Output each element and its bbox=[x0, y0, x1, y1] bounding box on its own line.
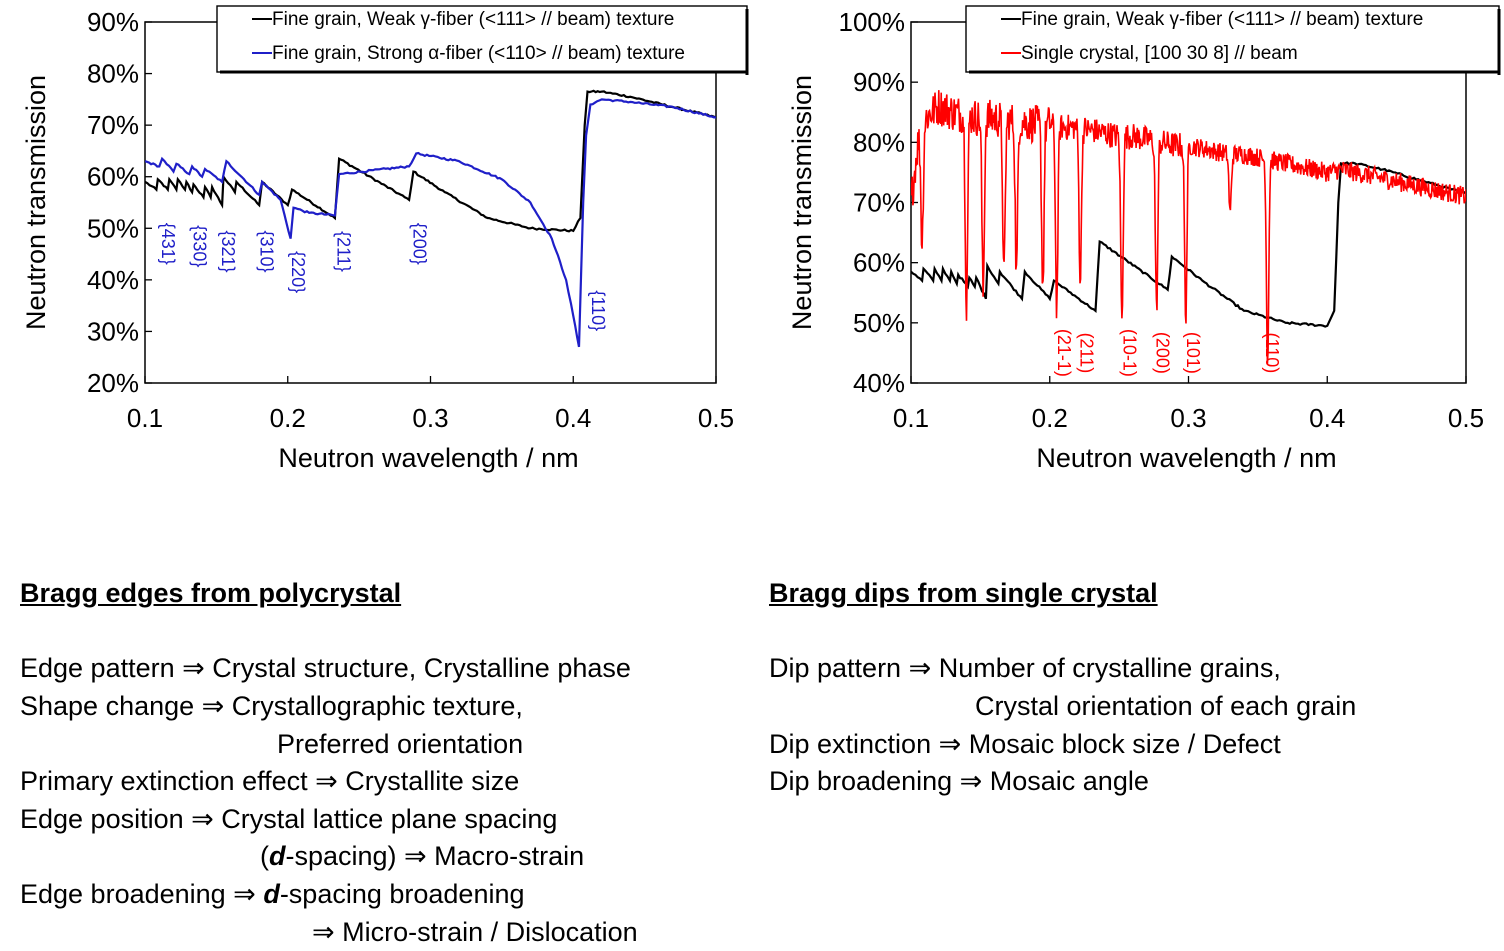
legend-box bbox=[965, 5, 1500, 73]
chart-left-bragg-edges: 20% 30% 40% 50% 60% 70% 80% 90% 0.1 0.2 0.3 0.4 0.5 N… bbox=[21, 5, 749, 473]
series-line-2 bbox=[145, 98, 716, 348]
note-text: -spacing) ⇒ Macro-strain bbox=[285, 841, 585, 872]
reflection-label: (21-1) bbox=[1054, 329, 1074, 377]
reflection-label: (101) bbox=[1183, 332, 1203, 374]
note-line: ⇒ Micro-strain / Dislocation bbox=[20, 914, 638, 951]
note-text: Dip extinction ⇒ Mosaic block size / Def… bbox=[769, 728, 1281, 759]
y-tick-label: 80% bbox=[853, 127, 905, 157]
note-line: Edge position ⇒ Crystal lattice plane sp… bbox=[20, 801, 638, 839]
note-line: Dip pattern ⇒ Number of crystalline grai… bbox=[769, 650, 1356, 688]
note-text: Dip pattern ⇒ Number of crystalline grai… bbox=[769, 653, 1281, 684]
legend-entry: Single crystal, [100 30 8] // beam bbox=[1021, 43, 1298, 64]
x-tick-label: 0.3 bbox=[1170, 403, 1206, 433]
x-tick-label: 0.3 bbox=[412, 403, 448, 433]
reflection-label: {321} bbox=[218, 230, 238, 272]
series-line-1 bbox=[145, 89, 716, 233]
note-line: Shape change ⇒ Crystallographic texture, bbox=[20, 688, 638, 726]
x-axis-label: Neutron wavelength / nm bbox=[278, 443, 578, 473]
y-axis-label: Neutron transmission bbox=[787, 75, 817, 330]
note-line: Edge pattern ⇒ Crystal structure, Crysta… bbox=[20, 650, 638, 688]
x-tick-label: 0.1 bbox=[127, 403, 163, 433]
note-line: Primary extinction effect ⇒ Crystallite … bbox=[20, 763, 638, 801]
legend-box bbox=[216, 5, 748, 73]
y-tick-label: 20% bbox=[87, 368, 139, 398]
legend-entry: Fine grain, Strong α-fiber (<110> // bea… bbox=[272, 43, 685, 64]
x-axis-label: Neutron wavelength / nm bbox=[1036, 443, 1336, 473]
note-text: Preferred orientation bbox=[277, 728, 524, 759]
notes-right-single-crystal: Bragg dips from single crystal Dip patte… bbox=[769, 500, 1356, 801]
reflection-label: (200) bbox=[1153, 332, 1173, 374]
note-text: Dip broadening ⇒ Mosaic angle bbox=[769, 766, 1149, 797]
y-tick-label: 70% bbox=[853, 188, 905, 218]
note-text: d bbox=[263, 878, 280, 909]
y-tick-label: 90% bbox=[87, 7, 139, 37]
y-tick-label: 50% bbox=[87, 213, 139, 243]
note-text: d bbox=[269, 841, 286, 872]
reflection-label: (211) bbox=[1076, 333, 1096, 374]
y-tick-label: 50% bbox=[853, 308, 905, 338]
note-line: Crystal orientation of each grain bbox=[769, 688, 1356, 726]
x-tick-label: 0.5 bbox=[1448, 403, 1484, 433]
y-tick-label: 100% bbox=[839, 7, 906, 37]
notes-right-heading: Bragg dips from single crystal bbox=[769, 578, 1158, 609]
reflection-label: {330} bbox=[190, 225, 210, 267]
plot-frame bbox=[910, 21, 1467, 384]
x-tick-label: 0.5 bbox=[698, 403, 734, 433]
note-text: ( bbox=[260, 841, 269, 872]
plot-frame bbox=[144, 21, 717, 384]
x-tick-label: 0.2 bbox=[270, 403, 306, 433]
x-tick-label: 0.1 bbox=[893, 403, 929, 433]
note-text: Primary extinction effect ⇒ Crystallite … bbox=[20, 766, 520, 797]
x-tick-label: 0.4 bbox=[555, 403, 591, 433]
note-line: Dip broadening ⇒ Mosaic angle bbox=[769, 763, 1356, 801]
note-line: (d-spacing) ⇒ Macro-strain bbox=[20, 838, 638, 876]
y-tick-label: 60% bbox=[87, 162, 139, 192]
notes-left-heading: Bragg edges from polycrystal bbox=[20, 578, 402, 609]
notes-left-polycrystal: Bragg edges from polycrystal Edge patter… bbox=[20, 500, 638, 951]
x-tick-label: 0.4 bbox=[1309, 403, 1345, 433]
y-tick-label: 80% bbox=[87, 59, 139, 89]
series-line-2 bbox=[911, 90, 1466, 365]
reflection-label: {110} bbox=[588, 290, 608, 331]
y-axis-label: Neutron transmission bbox=[21, 75, 51, 330]
reflection-label: (110) bbox=[1262, 333, 1282, 374]
y-tick-label: 70% bbox=[87, 110, 139, 140]
note-text: -spacing broadening bbox=[279, 878, 525, 909]
series-line-1 bbox=[911, 161, 1466, 328]
note-text: Edge pattern ⇒ Crystal structure, Crysta… bbox=[20, 653, 631, 684]
legend-entry: Fine grain, Weak γ-fiber (<111> // beam)… bbox=[272, 9, 674, 30]
note-text: ⇒ Micro-strain / Dislocation bbox=[312, 916, 638, 947]
figure-canvas: 20% 30% 40% 50% 60% 70% 80% 90% 0.1 0.2 0.3 0.4 0.5 N… bbox=[21, 5, 1501, 473]
y-tick-label: 30% bbox=[87, 316, 139, 346]
reflection-label: {200} bbox=[409, 223, 429, 265]
reflection-label: {220} bbox=[288, 251, 308, 293]
note-text: Edge position ⇒ Crystal lattice plane sp… bbox=[20, 803, 558, 834]
reflection-label: (10-1) bbox=[1119, 329, 1139, 377]
y-tick-label: 90% bbox=[853, 67, 905, 97]
reflection-label: {310} bbox=[257, 230, 277, 272]
y-tick-label: 60% bbox=[853, 248, 905, 278]
x-tick-label: 0.2 bbox=[1032, 403, 1068, 433]
note-line: Dip extinction ⇒ Mosaic block size / Def… bbox=[769, 726, 1356, 764]
legend-entry: Fine grain, Weak γ-fiber (<111> // beam)… bbox=[1021, 9, 1423, 30]
note-text: Shape change ⇒ Crystallographic texture, bbox=[20, 690, 523, 721]
reflection-label: {211} bbox=[334, 231, 354, 272]
note-line: Preferred orientation bbox=[20, 726, 638, 764]
note-line: Edge broadening ⇒ d-spacing broadening bbox=[20, 876, 638, 914]
y-tick-label: 40% bbox=[87, 265, 139, 295]
note-text: Edge broadening ⇒ bbox=[20, 878, 264, 909]
note-text: Crystal orientation of each grain bbox=[975, 690, 1357, 721]
y-tick-label: 40% bbox=[853, 368, 905, 398]
chart-right-bragg-dips: 40% 50% 60% 70% 80% 90% 100% 0.1 0.2 0.3 0.4 0.5 Neu… bbox=[787, 5, 1501, 473]
reflection-label: {431} bbox=[158, 223, 178, 265]
